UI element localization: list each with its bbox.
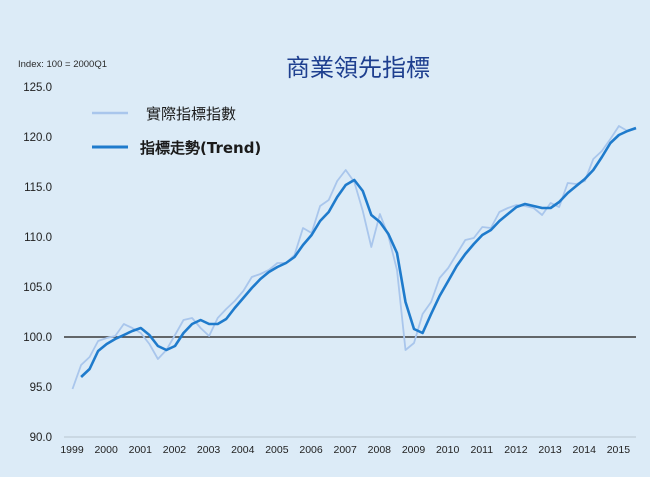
x-tick-label: 2005 [265,444,289,456]
y-tick-label: 100.0 [23,332,52,344]
legend: 實際指標指數 指標走勢(Trend) [92,105,261,157]
x-tick-label: 1999 [60,444,84,456]
y-tick-label: 110.0 [24,232,52,244]
y-tick-label: 125.0 [23,82,52,94]
x-tick-label: 2008 [368,444,392,456]
x-tick-label: 2014 [573,444,597,456]
x-tick-label: 2013 [538,444,562,456]
x-tick-label: 2012 [504,444,528,456]
x-tick-label: 2000 [94,444,118,456]
y-axis-ticks: 125.0 120.0 115.0 110.0 105.0 100.0 95.0 90.0 [23,82,52,444]
x-tick-label: 2010 [436,444,460,456]
chart-title: 商業領先指標 [286,54,430,82]
y-tick-label: 115.0 [24,182,52,194]
x-axis-ticks: 1999 2000 2001 2002 2003 2004 2005 2006 2007 2008… [60,444,630,456]
x-tick-label: 2002 [163,444,187,456]
y-tick-label: 120.0 [23,132,52,144]
x-tick-label: 2011 [470,444,493,456]
y-tick-label: 105.0 [23,282,52,294]
series-trend-line [80,126,637,378]
legend-label-trend: 指標走勢(Trend) [140,139,261,157]
x-tick-label: 2003 [197,444,221,456]
x-tick-label: 2009 [402,444,426,456]
x-tick-label: 2007 [334,444,358,456]
x-tick-label: 2015 [607,444,631,456]
y-tick-label: 95.0 [30,382,52,394]
legend-label-actual: 實際指標指數 [146,105,236,123]
x-tick-label: 2004 [231,444,255,456]
y-tick-label: 90.0 [30,432,52,444]
x-tick-label: 2001 [129,444,153,456]
index-note: Index: 100 = 2000Q1 [18,59,107,70]
x-tick-label: 2006 [299,444,323,456]
